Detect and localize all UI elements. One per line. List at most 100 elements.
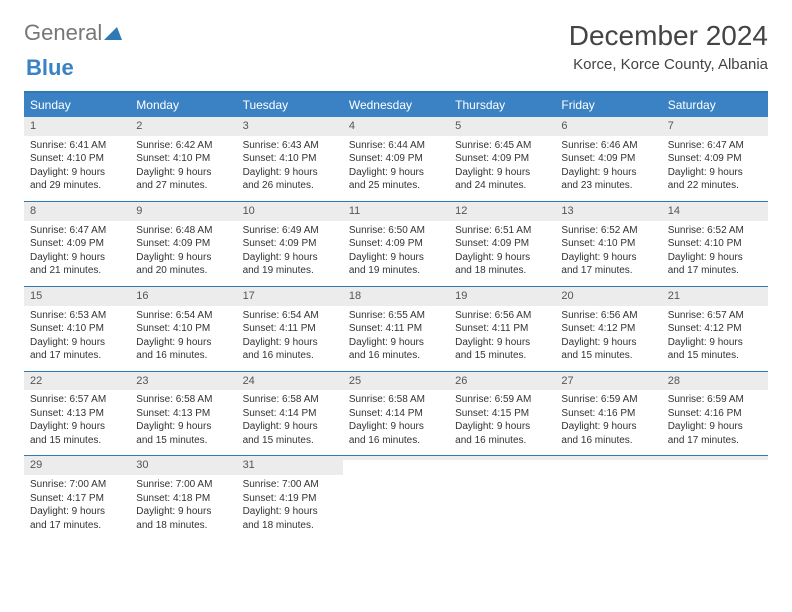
day-number-bar: 18	[343, 287, 449, 306]
day-cell: 29Sunrise: 7:00 AMSunset: 4:17 PMDayligh…	[24, 456, 130, 540]
dow-header: Thursday	[449, 93, 555, 117]
weeks-container: 1Sunrise: 6:41 AMSunset: 4:10 PMDaylight…	[24, 117, 768, 540]
sunset-text: Sunset: 4:17 PM	[30, 492, 124, 506]
dow-header: Sunday	[24, 93, 130, 117]
sunset-text: Sunset: 4:09 PM	[455, 152, 549, 166]
day-number: 29	[30, 459, 42, 471]
day-number: 1	[30, 120, 36, 132]
day-cell: 30Sunrise: 7:00 AMSunset: 4:18 PMDayligh…	[130, 456, 236, 540]
day-number-bar: 9	[130, 202, 236, 221]
day-number-bar: 17	[237, 287, 343, 306]
daylight-text: Daylight: 9 hours and 15 minutes.	[455, 336, 549, 363]
day-number-bar	[449, 456, 555, 460]
day-number-bar: 2	[130, 117, 236, 136]
day-cell: 16Sunrise: 6:54 AMSunset: 4:10 PMDayligh…	[130, 287, 236, 371]
day-number: 19	[455, 290, 467, 302]
daylight-text: Daylight: 9 hours and 15 minutes.	[243, 420, 337, 447]
dow-header: Wednesday	[343, 93, 449, 117]
day-number-bar: 20	[555, 287, 661, 306]
day-number: 26	[455, 375, 467, 387]
day-number-bar: 21	[662, 287, 768, 306]
day-number-bar: 4	[343, 117, 449, 136]
sunrise-text: Sunrise: 6:56 AM	[455, 309, 549, 323]
empty-cell	[343, 456, 449, 540]
day-cell: 26Sunrise: 6:59 AMSunset: 4:15 PMDayligh…	[449, 372, 555, 456]
day-cell: 31Sunrise: 7:00 AMSunset: 4:19 PMDayligh…	[237, 456, 343, 540]
day-number-bar: 11	[343, 202, 449, 221]
dow-header: Tuesday	[237, 93, 343, 117]
sunrise-text: Sunrise: 6:47 AM	[30, 224, 124, 238]
day-number-bar: 26	[449, 372, 555, 391]
daylight-text: Daylight: 9 hours and 23 minutes.	[561, 166, 655, 193]
sunset-text: Sunset: 4:11 PM	[349, 322, 443, 336]
daylight-text: Daylight: 9 hours and 15 minutes.	[668, 336, 762, 363]
daylight-text: Daylight: 9 hours and 19 minutes.	[349, 251, 443, 278]
daylight-text: Daylight: 9 hours and 27 minutes.	[136, 166, 230, 193]
triangle-icon	[104, 20, 122, 46]
daylight-text: Daylight: 9 hours and 15 minutes.	[30, 420, 124, 447]
sunrise-text: Sunrise: 6:53 AM	[30, 309, 124, 323]
sunset-text: Sunset: 4:09 PM	[561, 152, 655, 166]
day-cell: 23Sunrise: 6:58 AMSunset: 4:13 PMDayligh…	[130, 372, 236, 456]
sunrise-text: Sunrise: 6:42 AM	[136, 139, 230, 153]
day-number-bar: 5	[449, 117, 555, 136]
sunset-text: Sunset: 4:14 PM	[349, 407, 443, 421]
sunset-text: Sunset: 4:12 PM	[561, 322, 655, 336]
daylight-text: Daylight: 9 hours and 20 minutes.	[136, 251, 230, 278]
daylight-text: Daylight: 9 hours and 24 minutes.	[455, 166, 549, 193]
sunrise-text: Sunrise: 6:51 AM	[455, 224, 549, 238]
day-number: 6	[561, 120, 567, 132]
daylight-text: Daylight: 9 hours and 16 minutes.	[136, 336, 230, 363]
day-number: 7	[668, 120, 674, 132]
day-cell: 12Sunrise: 6:51 AMSunset: 4:09 PMDayligh…	[449, 202, 555, 286]
day-number-bar: 15	[24, 287, 130, 306]
location-text: Korce, Korce County, Albania	[569, 56, 768, 73]
day-number: 23	[136, 375, 148, 387]
daylight-text: Daylight: 9 hours and 29 minutes.	[30, 166, 124, 193]
day-cell: 14Sunrise: 6:52 AMSunset: 4:10 PMDayligh…	[662, 202, 768, 286]
daylight-text: Daylight: 9 hours and 26 minutes.	[243, 166, 337, 193]
sunrise-text: Sunrise: 6:57 AM	[668, 309, 762, 323]
sunset-text: Sunset: 4:15 PM	[455, 407, 549, 421]
day-number: 12	[455, 205, 467, 217]
sunrise-text: Sunrise: 6:44 AM	[349, 139, 443, 153]
day-number: 5	[455, 120, 461, 132]
sunset-text: Sunset: 4:13 PM	[30, 407, 124, 421]
title-block: December 2024 Korce, Korce County, Alban…	[569, 20, 768, 73]
sunrise-text: Sunrise: 7:00 AM	[243, 478, 337, 492]
day-cell: 10Sunrise: 6:49 AMSunset: 4:09 PMDayligh…	[237, 202, 343, 286]
daylight-text: Daylight: 9 hours and 25 minutes.	[349, 166, 443, 193]
day-cell: 8Sunrise: 6:47 AMSunset: 4:09 PMDaylight…	[24, 202, 130, 286]
day-cell: 18Sunrise: 6:55 AMSunset: 4:11 PMDayligh…	[343, 287, 449, 371]
day-cell: 9Sunrise: 6:48 AMSunset: 4:09 PMDaylight…	[130, 202, 236, 286]
daylight-text: Daylight: 9 hours and 16 minutes.	[243, 336, 337, 363]
sunrise-text: Sunrise: 6:45 AM	[455, 139, 549, 153]
week-row: 22Sunrise: 6:57 AMSunset: 4:13 PMDayligh…	[24, 371, 768, 456]
daylight-text: Daylight: 9 hours and 18 minutes.	[243, 505, 337, 532]
day-number: 2	[136, 120, 142, 132]
sunset-text: Sunset: 4:11 PM	[243, 322, 337, 336]
day-number: 17	[243, 290, 255, 302]
sunset-text: Sunset: 4:10 PM	[668, 237, 762, 251]
dow-header: Saturday	[662, 93, 768, 117]
day-cell: 11Sunrise: 6:50 AMSunset: 4:09 PMDayligh…	[343, 202, 449, 286]
empty-cell	[555, 456, 661, 540]
day-number-bar: 8	[24, 202, 130, 221]
week-row: 1Sunrise: 6:41 AMSunset: 4:10 PMDaylight…	[24, 117, 768, 201]
sunrise-text: Sunrise: 6:56 AM	[561, 309, 655, 323]
day-number: 8	[30, 205, 36, 217]
day-cell: 28Sunrise: 6:59 AMSunset: 4:16 PMDayligh…	[662, 372, 768, 456]
brand-part1: General	[24, 20, 102, 46]
sunrise-text: Sunrise: 6:58 AM	[136, 393, 230, 407]
day-number: 11	[349, 205, 360, 217]
daylight-text: Daylight: 9 hours and 17 minutes.	[561, 251, 655, 278]
day-number-bar: 16	[130, 287, 236, 306]
day-number: 22	[30, 375, 42, 387]
sunrise-text: Sunrise: 6:55 AM	[349, 309, 443, 323]
sunrise-text: Sunrise: 6:46 AM	[561, 139, 655, 153]
sunset-text: Sunset: 4:09 PM	[30, 237, 124, 251]
sunrise-text: Sunrise: 6:57 AM	[30, 393, 124, 407]
day-cell: 20Sunrise: 6:56 AMSunset: 4:12 PMDayligh…	[555, 287, 661, 371]
day-number: 25	[349, 375, 361, 387]
daylight-text: Daylight: 9 hours and 17 minutes.	[668, 251, 762, 278]
